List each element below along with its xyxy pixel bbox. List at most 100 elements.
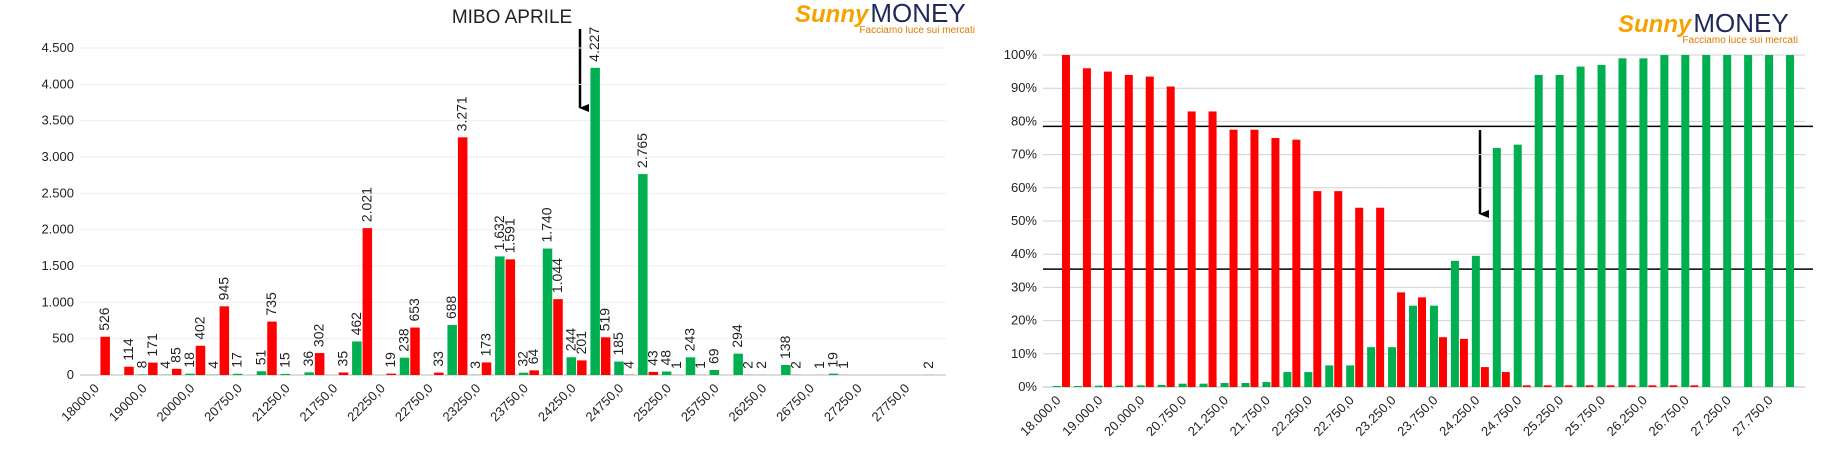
data-label: 653 — [406, 298, 422, 322]
x-tick-label: 26250,0 — [726, 381, 770, 425]
data-label: 462 — [348, 312, 364, 336]
x-tick-label: 24250,0 — [535, 381, 579, 425]
bar — [1648, 385, 1657, 387]
bar — [1471, 255, 1480, 387]
logo: SunnyMONEY — [1618, 8, 1789, 38]
logo-brand: MONEY — [1693, 8, 1788, 38]
data-label: 17 — [229, 352, 245, 368]
data-label: 35 — [335, 351, 351, 367]
bar — [1418, 297, 1427, 387]
bar — [1229, 129, 1238, 387]
logo: SunnyMONEY — [795, 0, 966, 28]
data-label: 138 — [777, 335, 793, 359]
bar — [600, 337, 611, 375]
data-label: 1 — [835, 361, 851, 369]
bar — [1723, 55, 1732, 387]
x-tick-label: 18.000,0 — [1017, 393, 1063, 439]
bar — [267, 321, 277, 375]
x-tick-label: 23.750,0 — [1394, 393, 1440, 439]
bar — [219, 306, 230, 375]
bar — [304, 372, 314, 375]
bar — [1178, 383, 1187, 387]
bar — [1220, 383, 1229, 387]
bar — [352, 341, 362, 375]
bar — [100, 336, 110, 375]
y-tick-label: 50% — [1011, 213, 1037, 228]
bar — [1450, 260, 1459, 387]
bar — [709, 369, 720, 375]
bar — [1052, 386, 1061, 387]
bar — [1187, 111, 1196, 387]
logo-brand: Sunny — [795, 1, 870, 28]
bar — [457, 137, 468, 375]
bar — [1346, 365, 1355, 387]
x-tick-label: 22.750,0 — [1310, 393, 1356, 439]
bar — [1367, 347, 1376, 387]
bar — [1501, 372, 1510, 387]
data-label: 85 — [168, 347, 184, 363]
bar — [1576, 66, 1585, 388]
x-tick-label: 27.750,0 — [1729, 393, 1775, 439]
x-tick-label: 20750,0 — [201, 381, 245, 425]
bar — [1304, 372, 1313, 387]
bar — [1397, 292, 1406, 387]
bar — [661, 371, 672, 375]
data-label: 3.271 — [454, 96, 470, 131]
y-tick-label: 1.500 — [41, 258, 74, 273]
x-tick-label: 21250,0 — [249, 381, 293, 425]
bar — [1606, 385, 1615, 387]
data-label: 32 — [515, 351, 531, 367]
data-label: 1 — [668, 361, 684, 369]
bar — [542, 248, 553, 375]
data-label: 3 — [467, 361, 483, 369]
data-label: 15 — [276, 352, 292, 368]
data-label: 69 — [705, 348, 721, 364]
data-label: 1.591 — [501, 218, 517, 253]
bar — [1564, 385, 1573, 387]
bar — [1765, 55, 1774, 387]
bar — [137, 374, 148, 375]
y-tick-label: 30% — [1011, 279, 1037, 294]
bar — [1522, 385, 1531, 387]
data-label: 519 — [597, 308, 613, 332]
bar — [1313, 191, 1322, 387]
bar — [1388, 347, 1397, 387]
x-tick-label: 25250,0 — [630, 381, 674, 425]
bar — [1639, 58, 1648, 387]
data-label: 19 — [382, 352, 398, 368]
y-tick-label: 60% — [1011, 180, 1037, 195]
bar — [648, 371, 659, 375]
bar — [566, 357, 577, 375]
x-tick-label: 22250,0 — [344, 381, 388, 425]
bar — [1669, 385, 1678, 387]
y-tick-label: 3.500 — [41, 113, 74, 128]
y-tick-label: 0% — [1018, 379, 1037, 394]
bar — [386, 373, 396, 375]
bar — [1250, 129, 1259, 387]
bar — [1199, 383, 1208, 387]
x-tick-label: 22.250,0 — [1269, 393, 1315, 439]
x-tick-label: 19.000,0 — [1059, 393, 1105, 439]
data-label: 244 — [562, 328, 578, 352]
y-tick-label: 0 — [67, 367, 74, 382]
data-label: 302 — [311, 323, 327, 347]
bar — [1157, 385, 1166, 387]
bar — [171, 368, 182, 375]
bar — [1115, 385, 1124, 387]
bar — [1283, 372, 1292, 387]
bar — [1409, 305, 1418, 387]
bar — [1618, 58, 1627, 387]
y-tick-label: 1.000 — [41, 294, 74, 309]
bar — [338, 372, 349, 375]
y-tick-label: 100% — [1004, 47, 1038, 62]
bar — [1744, 55, 1753, 387]
data-label: 1.044 — [549, 258, 565, 293]
logo-tagline: Facciamo luce sui mercati — [859, 25, 975, 36]
y-tick-label: 40% — [1011, 246, 1037, 261]
x-tick-label: 19000,0 — [106, 381, 150, 425]
bar — [685, 357, 696, 375]
x-tick-label: 23.250,0 — [1352, 393, 1398, 439]
bar — [447, 325, 457, 375]
x-tick-label: 25.750,0 — [1562, 393, 1608, 439]
data-label: 4 — [621, 361, 637, 369]
